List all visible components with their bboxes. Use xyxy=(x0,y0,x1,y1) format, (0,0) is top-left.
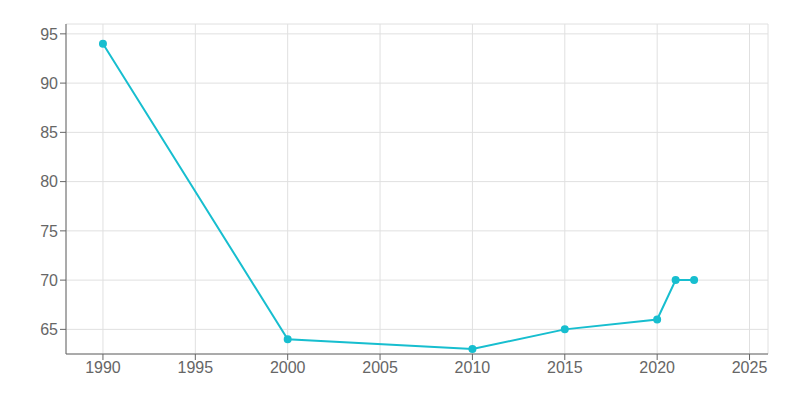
svg-text:65: 65 xyxy=(40,321,58,338)
svg-text:70: 70 xyxy=(40,272,58,289)
svg-text:2000: 2000 xyxy=(270,359,306,376)
svg-text:1990: 1990 xyxy=(85,359,121,376)
svg-text:85: 85 xyxy=(40,124,58,141)
svg-text:75: 75 xyxy=(40,223,58,240)
svg-text:80: 80 xyxy=(40,173,58,190)
svg-text:95: 95 xyxy=(40,26,58,43)
svg-text:2025: 2025 xyxy=(732,359,768,376)
svg-text:1995: 1995 xyxy=(178,359,214,376)
svg-text:2010: 2010 xyxy=(455,359,491,376)
svg-text:2020: 2020 xyxy=(639,359,675,376)
svg-text:90: 90 xyxy=(40,75,58,92)
svg-text:2005: 2005 xyxy=(362,359,398,376)
svg-text:2015: 2015 xyxy=(547,359,583,376)
